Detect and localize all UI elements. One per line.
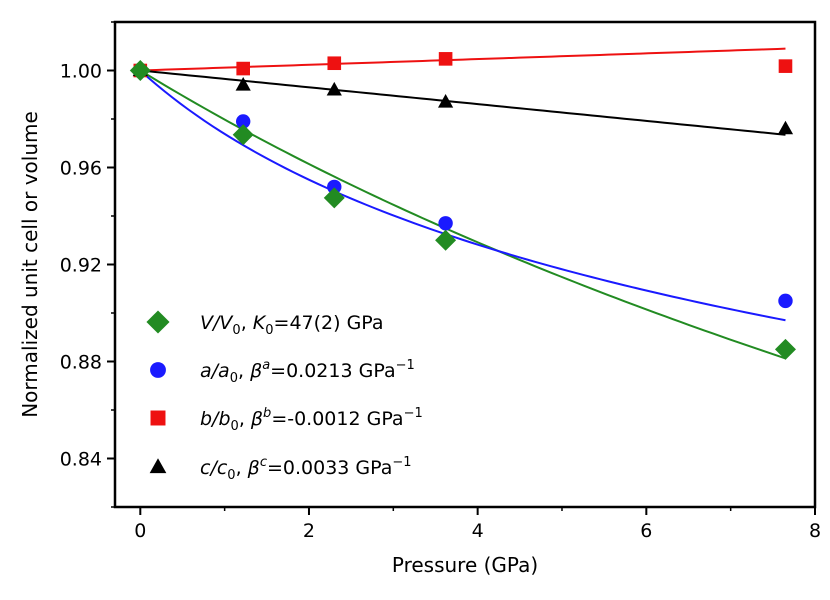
x-tick-label: 0 [134,520,146,542]
data-point-c [235,77,251,91]
y-axis-label: Normalized unit cell or volume [18,111,42,418]
x-tick-label: 8 [809,520,821,542]
axis-ticks: 0 2 4 6 8 0.84 0.88 0.92 0.96 1.00 [60,21,821,542]
plot-frame [113,20,817,509]
data-point-a [235,114,251,129]
data-point-a [327,179,342,195]
x-tick-label: 2 [303,520,315,542]
data-point-c [777,120,794,135]
data-point-V [323,187,345,209]
y-tick-label: 0.92 [60,255,102,277]
y-tick-label: 0.84 [60,449,102,471]
legend-marker-V [146,310,170,334]
fit-line-a [139,69,786,322]
legend-entry-a: a/a0, βa=0.0213 GPa−1 [200,358,415,386]
legend: V/V0, K0=47(2) GPa a/a0, βa=0.0213 GPa−1 b… [146,310,423,483]
fit-line-V [139,69,786,360]
x-axis-label: Pressure (GPa) [392,553,538,577]
data-point-V [232,124,254,146]
data-point-a [438,216,453,231]
fit-lines [139,47,786,360]
legend-marker-c [149,458,167,474]
legend-entry-V: V/V0, K0=47(2) GPa [200,312,384,338]
data-point-c [326,81,342,96]
data-point-V [774,338,796,360]
legend-entry-b: b/b0, βb=-0.0012 GPa−1 [200,406,423,434]
data-point-c [438,94,454,108]
data-point-b [778,59,793,73]
y-tick-label: 0.88 [60,352,102,374]
legend-marker-b [150,410,166,426]
data-point-V [129,60,151,81]
legend-marker-a [150,362,166,378]
fit-line-c [140,69,786,136]
data-point-a [778,293,793,309]
data-point-b [438,52,453,66]
x-tick-label: 6 [640,520,652,542]
y-tick-label: 1.00 [60,61,102,83]
data-point-b [236,61,250,76]
data-point-V [435,229,457,251]
y-tick-label: 0.96 [60,158,102,180]
data-point-b [327,56,342,71]
x-tick-label: 4 [472,520,484,542]
data-markers [129,52,796,360]
legend-entry-c: c/c0, βc=0.0033 GPa−1 [200,455,412,483]
